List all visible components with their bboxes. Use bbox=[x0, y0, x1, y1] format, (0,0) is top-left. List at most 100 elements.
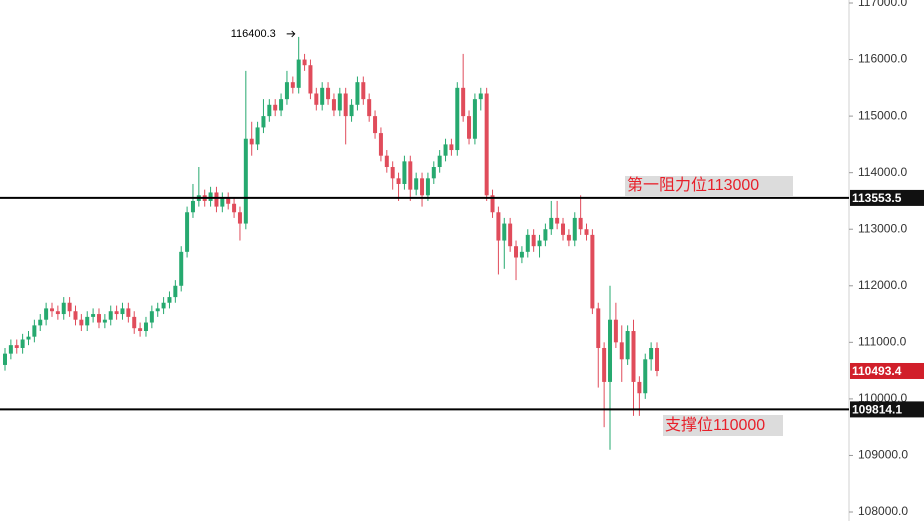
candle-body bbox=[543, 229, 548, 241]
candle-body bbox=[91, 314, 96, 317]
candle-body bbox=[367, 99, 372, 117]
candle-body bbox=[443, 144, 448, 156]
candle-body bbox=[349, 104, 354, 117]
candle-body bbox=[531, 234, 536, 247]
candle-body bbox=[619, 342, 624, 360]
peak-label: 116400.3 bbox=[231, 28, 276, 40]
candle-body bbox=[132, 316, 137, 329]
candle-body bbox=[249, 138, 254, 145]
candle-body bbox=[326, 87, 331, 100]
candle-body bbox=[102, 319, 107, 323]
y-tick-label: 113000.0 bbox=[858, 221, 907, 235]
candle-body bbox=[161, 302, 166, 309]
candle-body bbox=[138, 328, 143, 332]
candle-body bbox=[284, 82, 289, 100]
candle-body bbox=[408, 161, 413, 190]
last-price-label: 110493.4 bbox=[852, 364, 902, 378]
candle-body bbox=[320, 87, 325, 105]
annotation-box bbox=[625, 176, 793, 196]
candle-body bbox=[449, 144, 454, 151]
candle-body bbox=[279, 99, 284, 111]
candle-body bbox=[155, 308, 160, 312]
candle-body bbox=[625, 331, 630, 360]
candle-body bbox=[437, 155, 442, 168]
candle-body bbox=[590, 234, 595, 309]
candle-body bbox=[185, 212, 190, 252]
candle-body bbox=[502, 223, 507, 241]
candle-body bbox=[537, 240, 542, 247]
candle-body bbox=[643, 359, 648, 394]
candle-body bbox=[414, 178, 419, 190]
candle-body bbox=[572, 217, 577, 241]
candle-body bbox=[649, 347, 654, 360]
candle-body bbox=[373, 116, 378, 134]
candle-body bbox=[190, 200, 195, 213]
plot bbox=[3, 36, 659, 450]
candle-body bbox=[149, 311, 154, 323]
candle-body bbox=[455, 87, 460, 151]
candle-body bbox=[179, 251, 184, 286]
candle-body bbox=[602, 347, 607, 382]
candle-body bbox=[308, 65, 313, 94]
y-tick-label: 112000.0 bbox=[858, 278, 907, 292]
candle-body bbox=[525, 234, 530, 252]
candle-body bbox=[79, 319, 84, 326]
candle-body bbox=[32, 325, 37, 337]
y-tick-label: 109000.0 bbox=[858, 448, 908, 462]
candle-body bbox=[337, 93, 342, 111]
candle-body bbox=[143, 322, 148, 332]
candle-body bbox=[637, 381, 642, 394]
candle-body bbox=[431, 167, 436, 179]
candle-body bbox=[226, 198, 231, 204]
candle-body bbox=[55, 311, 60, 315]
candle-body bbox=[232, 203, 237, 213]
candle-body bbox=[267, 104, 272, 117]
resistance-annotation: 第一阻力位113000 bbox=[627, 176, 759, 194]
candle-body bbox=[549, 217, 554, 230]
y-tick-label: 111000.0 bbox=[858, 335, 907, 349]
candle-body bbox=[519, 251, 524, 258]
price-label: 113553.5 bbox=[852, 191, 902, 205]
candle-body bbox=[490, 195, 495, 213]
candle-body bbox=[208, 192, 213, 201]
candle-body bbox=[596, 308, 601, 348]
last-price-box bbox=[850, 362, 924, 379]
candle-body bbox=[26, 336, 31, 340]
candle-body bbox=[120, 308, 125, 315]
candle-body bbox=[496, 212, 501, 241]
candle-body bbox=[96, 314, 101, 323]
candle-body bbox=[390, 167, 395, 179]
candle-body bbox=[14, 345, 19, 348]
candle-body bbox=[355, 82, 360, 105]
candle-body bbox=[114, 311, 119, 315]
candle-body bbox=[467, 116, 472, 139]
candle-body bbox=[173, 285, 178, 298]
candle-body bbox=[402, 161, 407, 184]
candle-body bbox=[378, 133, 383, 156]
price-label-box bbox=[850, 401, 924, 418]
candle-body bbox=[655, 347, 659, 371]
candle-body bbox=[578, 217, 583, 230]
candle-body bbox=[290, 82, 295, 88]
candle-body bbox=[273, 104, 278, 111]
candle-body bbox=[73, 311, 78, 320]
y-tick-label: 114000.0 bbox=[858, 165, 907, 179]
candle-body bbox=[331, 99, 336, 111]
candle-body bbox=[85, 316, 90, 326]
candle-body bbox=[49, 308, 54, 312]
candle-body bbox=[425, 178, 430, 196]
y-tick-label: 108000.0 bbox=[858, 504, 908, 518]
price-label-box bbox=[850, 189, 924, 206]
candle-body bbox=[302, 59, 307, 66]
candle-body bbox=[220, 198, 225, 207]
support-annotation: 支撑位110000 bbox=[665, 416, 765, 434]
candle-body bbox=[61, 302, 66, 315]
candle-body bbox=[566, 234, 571, 241]
candle-body bbox=[608, 319, 613, 382]
candle-body bbox=[508, 223, 513, 247]
candle-body bbox=[126, 308, 131, 317]
candle-body bbox=[396, 178, 401, 184]
candle-body bbox=[243, 138, 248, 224]
candle-body bbox=[167, 297, 172, 303]
candle-body bbox=[631, 331, 636, 382]
